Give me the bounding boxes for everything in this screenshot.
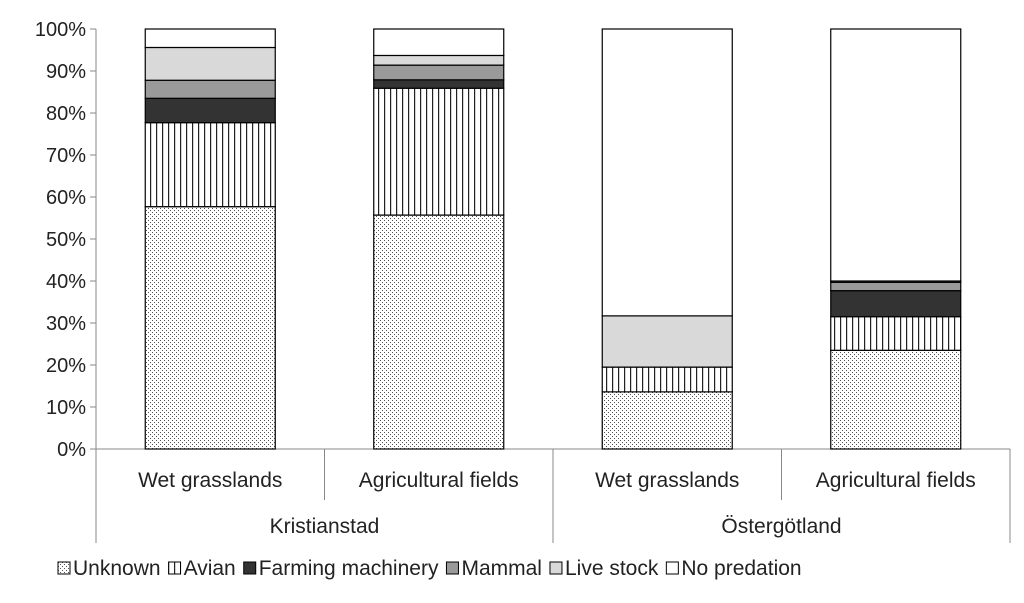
- y-tick-label: 30%: [46, 313, 86, 335]
- x-category-label: Agricultural fields: [816, 469, 976, 492]
- y-tick-label: 40%: [46, 271, 86, 293]
- bar-segment-farming-machinery: [830, 290, 962, 318]
- bar-segment-unknown: [830, 349, 962, 450]
- y-tick-label: 70%: [46, 145, 86, 167]
- legend-swatch: [665, 561, 679, 575]
- legend-item-label: Mammal: [461, 557, 542, 580]
- y-tick-label: 0%: [57, 439, 86, 461]
- bar-segment-avian: [373, 87, 505, 216]
- legend-swatch: [243, 561, 257, 575]
- x-category-label: Agricultural fields: [359, 469, 519, 492]
- x-category-label: Wet grasslands: [138, 469, 282, 492]
- x-group-label: Östergötland: [721, 515, 841, 538]
- bar-segment-mammal: [373, 64, 505, 81]
- bar-segment-live-stock: [601, 315, 733, 368]
- bar-segment-avian: [830, 316, 962, 351]
- legend-swatch: [57, 561, 71, 575]
- legend-item-label: Avian: [184, 557, 236, 580]
- legend-item-label: Live stock: [565, 557, 659, 580]
- bar-segment-avian: [144, 122, 276, 208]
- bar-segment-no-predation: [373, 28, 505, 57]
- category-labels: Wet grasslands Agricultural fields Wet gra…: [138, 469, 976, 538]
- bar-segment-mammal: [830, 281, 962, 292]
- y-tick-label: 20%: [46, 355, 86, 377]
- bar-segment-unknown: [373, 214, 505, 450]
- y-tick-label: 10%: [46, 397, 86, 419]
- legend-item-label: Unknown: [73, 557, 161, 580]
- legend-swatch: [445, 561, 459, 575]
- legend-swatch: [168, 561, 182, 575]
- y-tick-label: 50%: [46, 229, 86, 251]
- y-tick-label: 80%: [46, 103, 86, 125]
- bar-segment-no-predation: [144, 28, 276, 49]
- bar-segment-live-stock: [373, 54, 505, 66]
- bar-segment-mammal: [144, 79, 276, 99]
- y-tick-label: 90%: [46, 61, 86, 83]
- legend-swatch: [549, 561, 563, 575]
- bar-segment-avian: [601, 366, 733, 393]
- bars: [144, 28, 962, 450]
- x-group-label: Kristianstad: [270, 515, 380, 538]
- bar-segment-no-predation: [601, 28, 733, 317]
- legend: Unknown Avian Farming machinery Mammal Live …: [57, 557, 802, 580]
- bar-segment-unknown: [144, 206, 276, 450]
- bar-segment-no-predation: [830, 28, 962, 282]
- bar-segment-farming-machinery: [144, 97, 276, 124]
- legend-item-label: Farming machinery: [259, 557, 439, 580]
- legend-item-label: No predation: [681, 557, 801, 580]
- bar-segment-farming-machinery: [373, 79, 505, 89]
- y-tick-label: 100%: [35, 19, 86, 41]
- bar-segment-live-stock: [144, 46, 276, 81]
- y-tick-label: 60%: [46, 187, 86, 209]
- bar-segment-unknown: [601, 391, 733, 450]
- x-category-label: Wet grasslands: [595, 469, 739, 492]
